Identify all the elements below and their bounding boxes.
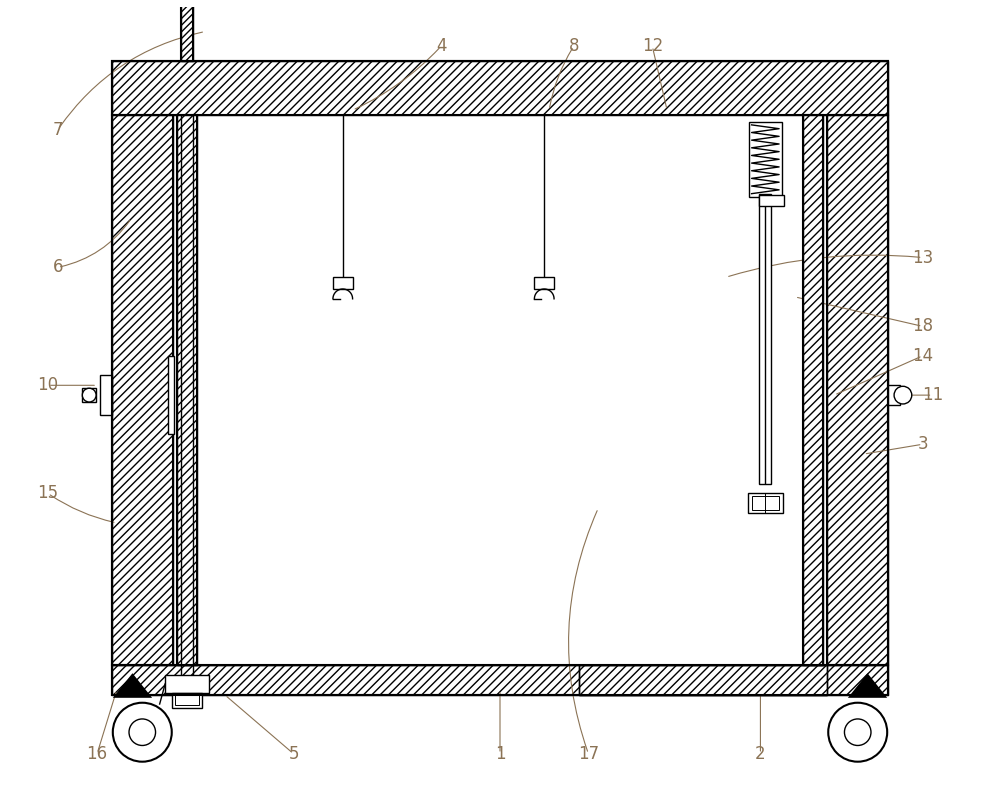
Text: 17: 17: [578, 745, 599, 763]
Bar: [759, 195, 784, 206]
Bar: [803, 115, 823, 665]
Text: 8: 8: [568, 37, 579, 56]
Bar: [175, 695, 199, 704]
Text: 6: 6: [53, 258, 63, 276]
Bar: [534, 277, 554, 289]
Circle shape: [113, 703, 172, 762]
Bar: [827, 115, 888, 665]
Bar: [172, 693, 202, 708]
Text: 12: 12: [642, 37, 663, 56]
Text: 3: 3: [917, 436, 928, 453]
Bar: [333, 277, 353, 289]
Circle shape: [844, 719, 871, 745]
Bar: [168, 356, 174, 435]
Bar: [112, 61, 888, 695]
Bar: [752, 497, 779, 510]
Circle shape: [129, 719, 156, 745]
Bar: [759, 194, 771, 484]
Bar: [177, 115, 197, 665]
Text: 10: 10: [37, 376, 58, 394]
Bar: [181, 2, 193, 61]
Bar: [176, 0, 198, 2]
Text: 7: 7: [53, 121, 63, 138]
Text: 4: 4: [436, 37, 446, 56]
Bar: [181, 2, 193, 61]
Bar: [112, 665, 888, 695]
Text: 13: 13: [912, 249, 933, 266]
Bar: [749, 122, 782, 196]
Circle shape: [828, 703, 887, 762]
Bar: [82, 388, 96, 402]
Bar: [165, 675, 209, 693]
Circle shape: [82, 388, 96, 402]
Bar: [803, 115, 823, 665]
Text: 5: 5: [288, 745, 299, 763]
Bar: [100, 375, 112, 415]
Bar: [112, 665, 888, 695]
Bar: [748, 493, 783, 513]
Text: 18: 18: [912, 317, 933, 336]
Bar: [888, 386, 900, 405]
Polygon shape: [848, 673, 887, 698]
Text: 1: 1: [495, 745, 505, 763]
Circle shape: [894, 386, 912, 404]
Bar: [579, 665, 827, 695]
Bar: [112, 115, 173, 665]
Bar: [579, 665, 827, 695]
Text: 15: 15: [37, 485, 58, 502]
Bar: [177, 115, 197, 665]
Bar: [827, 115, 888, 665]
Bar: [112, 61, 888, 115]
Text: 16: 16: [87, 745, 108, 763]
Text: 2: 2: [755, 745, 766, 763]
Text: 11: 11: [922, 386, 943, 404]
Text: 14: 14: [912, 347, 933, 365]
Bar: [112, 115, 173, 665]
Polygon shape: [113, 673, 152, 698]
Bar: [112, 61, 888, 115]
Bar: [197, 115, 803, 665]
